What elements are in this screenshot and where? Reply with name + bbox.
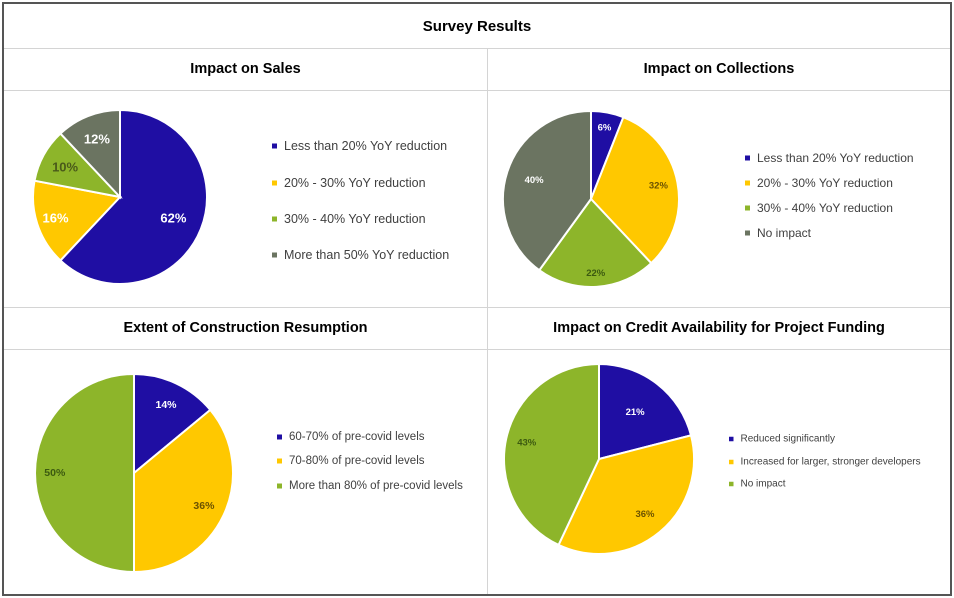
data-label-1-0: 6% xyxy=(598,123,612,134)
pie-slice-3-2 xyxy=(503,362,600,547)
legend-swatch-0-1 xyxy=(272,180,277,186)
data-label-1-1: 32% xyxy=(649,181,669,192)
legend-swatch-2-1 xyxy=(277,458,282,464)
legend-label-3-2: No impact xyxy=(741,479,786,490)
divider-below-title xyxy=(4,48,950,49)
legend-2: 60-70% of pre-covid levels 70-80% of pre-… xyxy=(277,431,463,492)
legend-label-0-1: 20% - 30% YoY reduction xyxy=(284,176,426,190)
data-label-3-1: 36% xyxy=(635,509,655,520)
pie-slice-0-1 xyxy=(32,179,122,262)
legend-label-3-0: Reduced significantly xyxy=(741,434,836,445)
pie-slice-1-3 xyxy=(502,109,592,272)
legend-1: Less than 20% YoY reduction 20% - 30% YoY… xyxy=(745,151,914,240)
legend-label-0-0: Less than 20% YoY reduction xyxy=(284,139,447,153)
data-label-0-1: 16% xyxy=(42,211,68,226)
pie-slice-0-3 xyxy=(59,108,121,200)
panel-title-collections: Impact on Collections xyxy=(643,61,795,77)
data-label-1-3: 40% xyxy=(525,175,545,186)
pie-chart-1: 6% 32% 22% 40% xyxy=(502,109,680,288)
legend-swatch-0-3 xyxy=(272,252,277,258)
legend-label-1-1: 20% - 30% YoY reduction xyxy=(757,176,893,190)
divider-between-rows xyxy=(4,307,950,308)
legend-swatch-1-2 xyxy=(745,205,750,211)
legend-label-2-2: More than 80% of pre-covid levels xyxy=(289,480,463,492)
data-label-0-0: 62% xyxy=(160,211,186,226)
legend-swatch-2-2 xyxy=(277,483,282,489)
divider-below-row1-titles xyxy=(4,90,950,91)
legend-swatch-0-0 xyxy=(272,143,277,149)
pie-slice-2-2 xyxy=(34,372,135,574)
legend-label-0-2: 30% - 40% YoY reduction xyxy=(284,212,426,226)
legend-label-1-3: No impact xyxy=(757,226,812,240)
panel-title-sales: Impact on Sales xyxy=(190,61,301,77)
data-label-2-1: 36% xyxy=(193,500,215,512)
pie-chart-0: 62% 16% 10% 12% xyxy=(32,108,208,285)
legend-label-2-1: 70-80% of pre-covid levels xyxy=(289,455,425,467)
legend-swatch-3-2 xyxy=(729,481,734,487)
legend-swatch-1-1 xyxy=(745,180,750,186)
data-label-3-2: 43% xyxy=(517,437,537,448)
pie-slice-0-0 xyxy=(59,108,208,285)
legend-label-2-0: 60-70% of pre-covid levels xyxy=(289,431,425,443)
legend-swatch-1-3 xyxy=(745,230,750,236)
pie-chart-2: 14% 36% 50% xyxy=(34,372,234,574)
legend-label-1-2: 30% - 40% YoY reduction xyxy=(757,201,893,215)
pie-slice-2-1 xyxy=(133,408,234,574)
data-label-3-0: 21% xyxy=(626,407,646,418)
pie-slice-2-0 xyxy=(133,372,212,476)
data-label-2-2: 50% xyxy=(44,467,66,479)
legend-0: Less than 20% YoY reduction 20% - 30% YoY… xyxy=(272,139,449,262)
legend-3: Reduced significantly Increased for large… xyxy=(729,434,921,490)
legend-swatch-1-0 xyxy=(745,155,750,161)
pie-slice-1-2 xyxy=(537,197,653,288)
data-label-2-0: 14% xyxy=(155,399,177,411)
pie-charts-canvas: 62% 16% 10% 12% Less than 20% YoY reduction 2… xyxy=(32,108,921,574)
legend-swatch-2-0 xyxy=(277,434,282,440)
legend-swatch-3-1 xyxy=(729,459,734,465)
divider-below-row2-titles xyxy=(4,349,950,350)
divider-center-column xyxy=(487,48,488,594)
legend-swatch-3-0 xyxy=(729,436,734,442)
legend-swatch-0-2 xyxy=(272,216,277,222)
pie-slice-3-0 xyxy=(598,362,693,461)
legend-label-3-1: Increased for larger, stronger developer… xyxy=(741,457,921,468)
legend-label-1-0: Less than 20% YoY reduction xyxy=(757,151,914,165)
data-label-0-2: 10% xyxy=(52,159,78,174)
legend-label-0-3: More than 50% YoY reduction xyxy=(284,248,449,262)
data-label-1-2: 22% xyxy=(586,268,606,279)
pie-slice-1-1 xyxy=(589,115,680,265)
pie-chart-3: 21% 36% 43% xyxy=(503,362,696,555)
data-label-0-3: 12% xyxy=(84,131,110,146)
panel-title-credit: Impact on Credit Availability for Projec… xyxy=(553,320,885,336)
panel-title-construction: Extent of Construction Resumption xyxy=(123,320,368,336)
pie-slice-3-1 xyxy=(557,434,696,555)
main-title: Survey Results xyxy=(422,17,532,35)
